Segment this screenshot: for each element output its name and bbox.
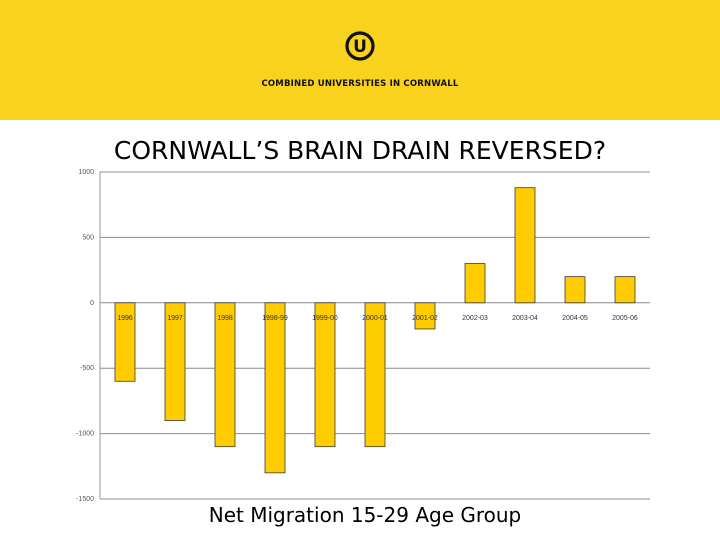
slide-subtitle: Net Migration 15-29 Age Group: [208, 503, 522, 527]
slide-title: CORNWALL’S BRAIN DRAIN REVERSED?: [113, 136, 607, 165]
bar-chart: 1000 500 0 -500 -1000 -1500 1996 1997 1998 1998-…: [76, 169, 650, 503]
bar: [514, 187, 536, 304]
category-label: 2001-02: [412, 315, 438, 322]
bar: [414, 302, 436, 330]
y-tick-label: 0: [90, 300, 94, 307]
y-tick-label: -500: [80, 365, 94, 372]
category-label: 2005-06: [612, 315, 638, 322]
cuc-logo-icon: U: [345, 31, 375, 61]
bar: [214, 302, 236, 448]
category-label: 2000-01: [362, 315, 388, 322]
category-label: 1998-99: [262, 315, 288, 322]
bar: [264, 302, 286, 474]
category-label: 1997: [167, 315, 183, 322]
category-labels: 1996 1997 1998 1998-99 1999-00 2000-01 2001-02…: [117, 315, 638, 322]
category-label: 1999-00: [312, 315, 338, 322]
bar: [164, 302, 186, 421]
category-label: 2002-03: [462, 315, 488, 322]
bar: [564, 276, 586, 304]
y-axis-tick-labels: 1000 500 0 -500 -1000 -1500: [76, 169, 94, 503]
organization-name: COMBINED UNIVERSITIES IN CORNWALL: [261, 79, 459, 89]
y-tick-label: -1500: [76, 496, 94, 503]
logo-letter: U: [353, 37, 367, 57]
category-label: 2004-05: [562, 315, 588, 322]
y-tick-label: -1000: [76, 431, 94, 438]
bar: [314, 302, 336, 448]
bar: [114, 302, 136, 382]
bar: [364, 302, 386, 448]
category-label: 1998: [217, 315, 233, 322]
y-tick-label: 1000: [78, 169, 94, 176]
bar: [614, 276, 636, 304]
y-tick-label: 500: [82, 234, 94, 241]
bar: [464, 263, 486, 304]
category-label: 2003-04: [512, 315, 538, 322]
category-label: 1996: [117, 315, 133, 322]
bars: [114, 187, 636, 474]
